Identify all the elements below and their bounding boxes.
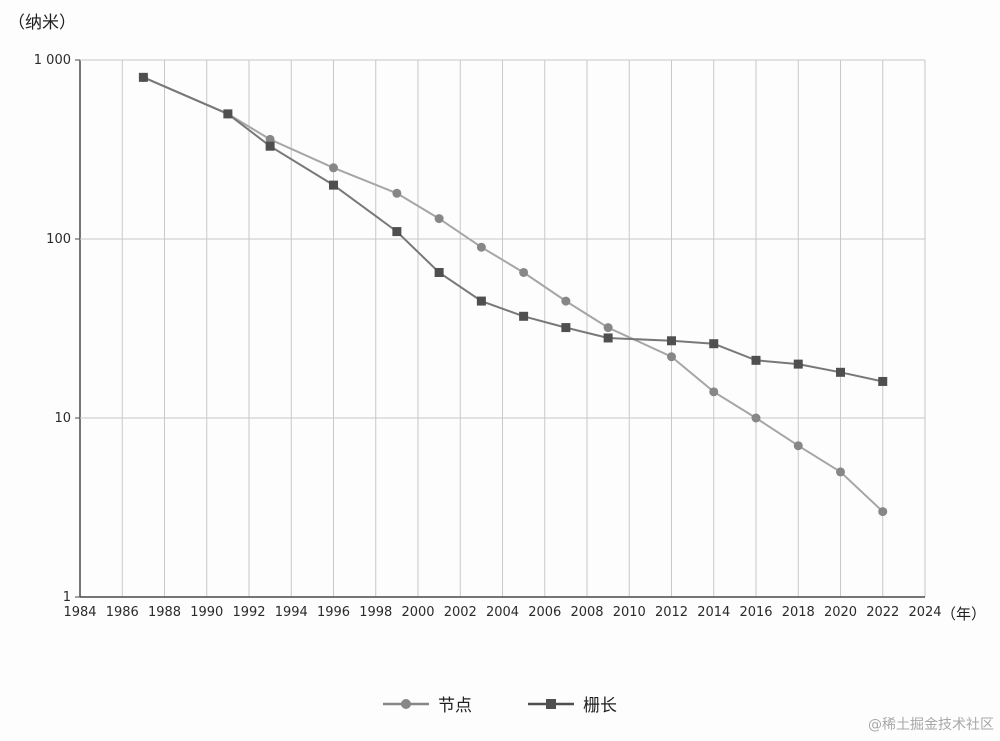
svg-text:1998: 1998 (359, 605, 392, 620)
legend-label-node: 节点 (438, 696, 472, 716)
svg-text:2024: 2024 (908, 605, 941, 620)
svg-text:1990: 1990 (190, 605, 223, 620)
svg-text:1 000: 1 000 (34, 53, 71, 68)
svg-text:2002: 2002 (444, 605, 477, 620)
svg-text:2014: 2014 (697, 605, 730, 620)
svg-text:2016: 2016 (739, 605, 772, 620)
svg-text:100: 100 (46, 232, 71, 247)
legend-item-node: 节点 (383, 691, 472, 716)
svg-text:2012: 2012 (655, 605, 688, 620)
gate-length-line-square-icon (528, 698, 574, 709)
chart-legend: 节点 栅长 (0, 691, 1000, 716)
svg-text:2022: 2022 (866, 605, 899, 620)
series-node (138, 72, 888, 517)
svg-text:2010: 2010 (613, 605, 646, 620)
svg-text:2008: 2008 (570, 605, 603, 620)
node-line-circle-icon (383, 698, 429, 709)
gridlines (79, 59, 926, 598)
svg-text:2000: 2000 (401, 605, 434, 620)
svg-text:2018: 2018 (782, 605, 815, 620)
svg-text:1988: 1988 (148, 605, 181, 620)
svg-text:1994: 1994 (275, 605, 308, 620)
svg-text:1996: 1996 (317, 605, 350, 620)
svg-text:2006: 2006 (528, 605, 561, 620)
y-axis-unit-label: （纳米） (8, 13, 76, 33)
watermark: @稀土掘金技术社区 (868, 717, 994, 733)
x-axis-unit-label: （年） (941, 605, 987, 623)
svg-text:1984: 1984 (63, 605, 96, 620)
svg-text:1986: 1986 (106, 605, 139, 620)
legend-item-gate-length: 栅长 (528, 691, 617, 716)
svg-text:2020: 2020 (824, 605, 857, 620)
svg-text:2004: 2004 (486, 605, 519, 620)
series-gate-length (138, 72, 888, 386)
svg-text:10: 10 (54, 411, 71, 426)
svg-text:1992: 1992 (232, 605, 265, 620)
svg-text:1: 1 (63, 590, 71, 605)
legend-label-gate-length: 栅长 (583, 696, 617, 716)
